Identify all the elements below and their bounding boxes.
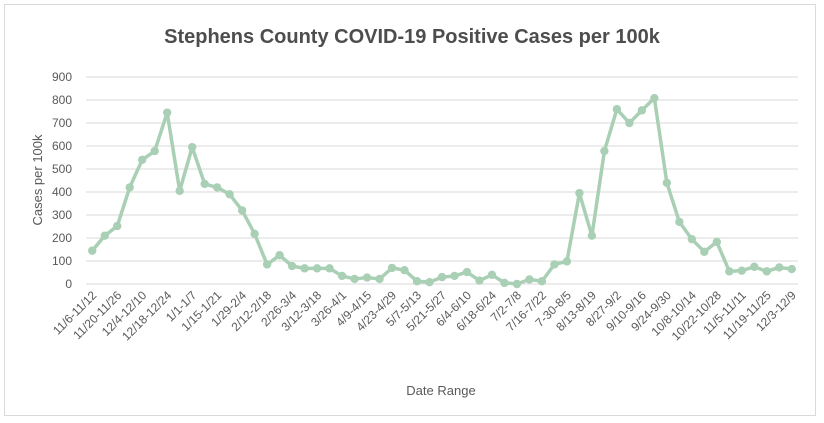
y-tick-label: 800 [52, 93, 72, 107]
data-point [325, 264, 334, 273]
y-tick-label: 0 [65, 277, 72, 291]
data-point [750, 262, 759, 271]
data-point [175, 186, 184, 196]
data-point [350, 274, 359, 284]
data-point [737, 266, 746, 275]
y-tick-label: 400 [52, 185, 72, 199]
data-point [487, 270, 497, 279]
data-point [250, 229, 259, 239]
data-point [662, 178, 672, 187]
y-axis-label: Cases per 100k [30, 134, 45, 226]
data-point [275, 251, 284, 260]
y-tick-label: 200 [52, 231, 72, 245]
x-axis-ticks: 11/6-11/1211/20-11/2612/4-12/1012/18-12/… [50, 288, 799, 343]
data-point [562, 257, 572, 266]
data-point [587, 231, 597, 240]
data-point [537, 277, 547, 286]
data-point [237, 206, 247, 215]
data-point [100, 231, 109, 240]
y-tick-label: 600 [52, 139, 72, 153]
chart-title: Stephens County COVID-19 Positive Cases … [164, 26, 660, 48]
data-point [412, 277, 422, 286]
data-point [650, 93, 659, 103]
data-point [625, 118, 634, 128]
data-points [88, 93, 796, 289]
data-point [125, 183, 134, 192]
data-point [637, 106, 647, 115]
data-point [462, 267, 472, 277]
data-point [200, 179, 209, 189]
data-point [262, 260, 272, 269]
data-point [425, 277, 434, 287]
data-point [525, 275, 534, 284]
data-point [225, 190, 234, 199]
data-point [500, 278, 509, 288]
gridlines [86, 76, 798, 285]
data-point [337, 271, 347, 281]
data-point [150, 146, 159, 156]
data-point [387, 263, 397, 273]
y-axis-ticks: 0 100 200 300 400 500 600 700 800 900 [52, 70, 72, 291]
data-point [475, 276, 484, 285]
chart-frame [4, 4, 816, 416]
data-point [450, 271, 459, 281]
data-point [287, 261, 297, 271]
data-point [575, 188, 584, 198]
data-point [762, 267, 771, 276]
data-point [162, 108, 172, 117]
data-point [187, 142, 197, 152]
y-tick-label: 700 [52, 116, 72, 130]
x-axis-label: Date Range [406, 383, 475, 398]
data-point [600, 146, 609, 156]
data-point [212, 183, 222, 192]
data-point [612, 105, 622, 114]
data-point [775, 263, 784, 272]
data-point [113, 221, 122, 231]
series-line [90, 96, 794, 286]
data-point [437, 272, 447, 282]
data-point [712, 237, 722, 247]
data-point [675, 217, 684, 227]
data-point [300, 264, 309, 273]
data-point [700, 247, 709, 256]
y-tick-label: 500 [52, 162, 72, 176]
data-point [550, 260, 559, 269]
data-point [375, 274, 384, 284]
data-point [400, 266, 409, 275]
y-tick-label: 900 [52, 70, 72, 84]
data-point [138, 155, 147, 164]
data-point [512, 279, 522, 289]
data-point [312, 264, 322, 273]
data-point [725, 267, 734, 276]
data-point [687, 234, 697, 244]
y-tick-label: 300 [52, 208, 72, 222]
y-tick-label: 100 [52, 254, 72, 268]
data-point [88, 246, 97, 255]
data-point [787, 264, 796, 274]
data-point [362, 273, 372, 282]
